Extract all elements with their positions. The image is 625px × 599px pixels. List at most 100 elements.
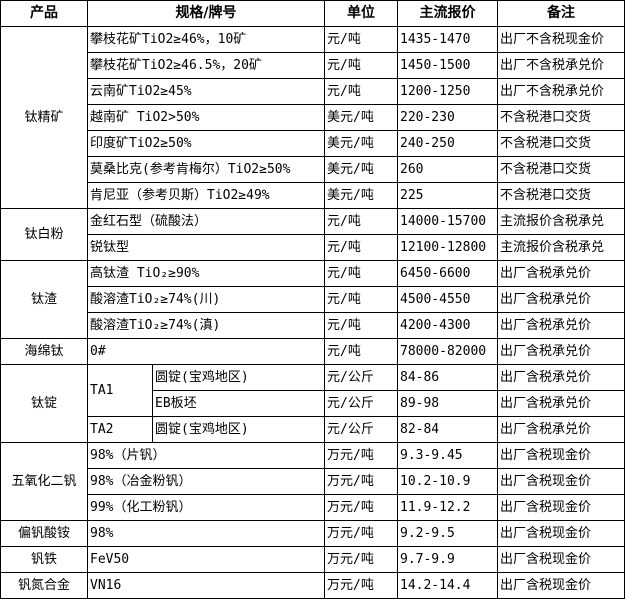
note-cell: 不含税港口交货: [497, 130, 625, 157]
unit-cell: 万元/吨: [324, 468, 398, 495]
unit-cell: 万元/吨: [324, 494, 398, 521]
table-row: 98%（冶金粉钒） 万元/吨 10.2-10.9 出厂含税现金价: [1, 468, 625, 495]
product-cell: 偏钒酸铵: [0, 520, 88, 547]
header-product: 产品: [0, 0, 88, 27]
spec-cell: 肯尼亚（参考贝斯）TiO2≥49%: [87, 182, 325, 209]
table-row: 莫桑比克(参考肯梅尔）TiO2≥50% 美元/吨 260 不含税港口交货: [1, 156, 625, 183]
unit-cell: 元/吨: [324, 286, 398, 313]
price-cell: 82-84: [397, 416, 498, 443]
note-cell: 出厂含税承兑价: [497, 338, 625, 365]
table-row: 海绵钛 0# 元/吨 78000-82000 出厂含税承兑价: [0, 338, 625, 365]
spec-cell: VN16: [87, 572, 325, 599]
header-row: 产品 规格/牌号 单位 主流报价 备注: [0, 0, 625, 27]
spec-cell: EB板坯: [152, 390, 325, 417]
unit-cell: 美元/吨: [324, 182, 398, 209]
table-row: 钛精矿 攀枝花矿TiO2≥46%，10矿 元/吨 1435-1470 出厂不含税现金价: [0, 26, 625, 209]
unit-cell: 元/吨: [324, 234, 398, 261]
unit-cell: 万元/吨: [324, 442, 398, 469]
spec-cell: 酸溶渣TiO₂≥74%(滇): [87, 312, 325, 339]
price-cell: 6450-6600: [397, 260, 498, 287]
product-cell: 钒铁: [0, 546, 88, 573]
price-cell: 4500-4550: [397, 286, 498, 313]
product-cell: 钛精矿: [0, 26, 88, 209]
table-row: 钒氮合金 VN16 万元/吨 14.2-14.4 出厂含税现金价: [0, 572, 625, 599]
spec-cell: 圆锭(宝鸡地区): [152, 364, 325, 391]
table-row: 酸溶渣TiO₂≥74%(川) 元/吨 4500-4550 出厂含税承兑价: [1, 286, 625, 313]
product-cell: 钛锭: [0, 364, 88, 443]
table-row: EB板坯 元/公斤 89-98 出厂含税承兑价: [1, 390, 625, 417]
product-cell: 钛渣: [0, 260, 88, 339]
unit-cell: 元/公斤: [324, 416, 398, 443]
table-row: TA2 圆锭(宝鸡地区) 元/公斤 82-84 出厂含税承兑价: [1, 416, 625, 443]
note-cell: 出厂含税现金价: [497, 546, 625, 573]
product-cell: 钒氮合金: [0, 572, 88, 599]
unit-cell: 万元/吨: [324, 546, 398, 573]
unit-cell: 万元/吨: [324, 520, 398, 547]
spec-cell: 莫桑比克(参考肯梅尔）TiO2≥50%: [87, 156, 325, 183]
unit-cell: 美元/吨: [324, 156, 398, 183]
spec-cell: FeV50: [87, 546, 325, 573]
unit-cell: 美元/吨: [324, 130, 398, 157]
price-cell: 1450-1500: [397, 52, 498, 79]
price-cell: 225: [397, 182, 498, 209]
table-body: 钛精矿 攀枝花矿TiO2≥46%，10矿 元/吨 1435-1470 出厂不含税现金价攀…: [0, 26, 625, 599]
spec-cell: 98%: [87, 520, 325, 547]
unit-cell: 万元/吨: [324, 572, 398, 599]
unit-cell: 元/吨: [324, 312, 398, 339]
note-cell: 出厂含税承兑价: [497, 364, 625, 391]
unit-cell: 元/公斤: [324, 390, 398, 417]
table-row: 锐钛型 元/吨 12100-12800 主流报价含税承兑: [1, 234, 625, 261]
price-cell: 9.2-9.5: [397, 520, 498, 547]
note-cell: 出厂含税现金价: [497, 520, 625, 547]
table-row: 攀枝花矿TiO2≥46.5%，20矿 元/吨 1450-1500 出厂不含税承兑价: [1, 52, 625, 79]
table-row: 云南矿TiO2≥45% 元/吨 1200-1250 出厂不含税承兑价: [1, 78, 625, 105]
spec-cell: 0#: [87, 338, 325, 365]
note-cell: 出厂含税现金价: [497, 572, 625, 599]
price-cell: 10.2-10.9: [397, 468, 498, 495]
price-cell: 78000-82000: [397, 338, 498, 365]
header-spec: 规格/牌号: [87, 0, 325, 27]
price-cell: 1435-1470: [397, 26, 498, 53]
product-cell: 五氧化二钒: [0, 442, 88, 521]
unit-cell: 元/吨: [324, 52, 398, 79]
header-unit: 单位: [324, 0, 398, 27]
unit-cell: 元/吨: [324, 338, 398, 365]
price-cell: 9.3-9.45: [397, 442, 498, 469]
unit-cell: 元/吨: [324, 208, 398, 235]
product-cell: 海绵钛: [0, 338, 88, 365]
table-row: 印度矿TiO2≥50% 美元/吨 240-250 不含税港口交货: [1, 130, 625, 157]
note-cell: 出厂含税承兑价: [497, 260, 625, 287]
header-price: 主流报价: [397, 0, 498, 27]
unit-cell: 元/吨: [324, 26, 398, 53]
unit-cell: 元/吨: [324, 260, 398, 287]
note-cell: 不含税港口交货: [497, 104, 625, 131]
table-row: 钛锭 TA1 圆锭(宝鸡地区) 元/公斤 84-86 出厂含税承兑价: [0, 364, 625, 443]
table-row: 越南矿 TiO2>50% 美元/吨 220-230 不含税港口交货: [1, 104, 625, 131]
note-cell: 出厂含税现金价: [497, 442, 625, 469]
header-note: 备注: [497, 0, 625, 27]
note-cell: 不含税港口交货: [497, 182, 625, 209]
price-cell: 12100-12800: [397, 234, 498, 261]
price-cell: 240-250: [397, 130, 498, 157]
grade-cell: TA1: [87, 364, 153, 417]
product-cell: 钛白粉: [0, 208, 88, 261]
spec-cell: 酸溶渣TiO₂≥74%(川): [87, 286, 325, 313]
spec-cell: 云南矿TiO2≥45%: [87, 78, 325, 105]
note-cell: 主流报价含税承兑: [497, 208, 625, 235]
unit-cell: 元/吨: [324, 78, 398, 105]
unit-cell: 美元/吨: [324, 104, 398, 131]
table-row: 钛白粉 金红石型（硫酸法） 元/吨 14000-15700 主流报价含税承兑: [0, 208, 625, 261]
spec-cell: 高钛渣 TiO₂≥90%: [87, 260, 325, 287]
table-row: 肯尼亚（参考贝斯）TiO2≥49% 美元/吨 225 不含税港口交货: [1, 182, 625, 209]
price-cell: 1200-1250: [397, 78, 498, 105]
price-cell: 220-230: [397, 104, 498, 131]
note-cell: 出厂含税承兑价: [497, 390, 625, 417]
spec-cell: 攀枝花矿TiO2≥46.5%，20矿: [87, 52, 325, 79]
grade-cell: TA2: [87, 416, 153, 443]
spec-cell: 99%（化工粉钒）: [87, 494, 325, 521]
spec-cell: 98%（片钒）: [87, 442, 325, 469]
table-row: 钛渣 高钛渣 TiO₂≥90% 元/吨 6450-6600 出厂含税承兑价: [0, 260, 625, 339]
spec-cell: 印度矿TiO2≥50%: [87, 130, 325, 157]
note-cell: 出厂不含税承兑价: [497, 78, 625, 105]
